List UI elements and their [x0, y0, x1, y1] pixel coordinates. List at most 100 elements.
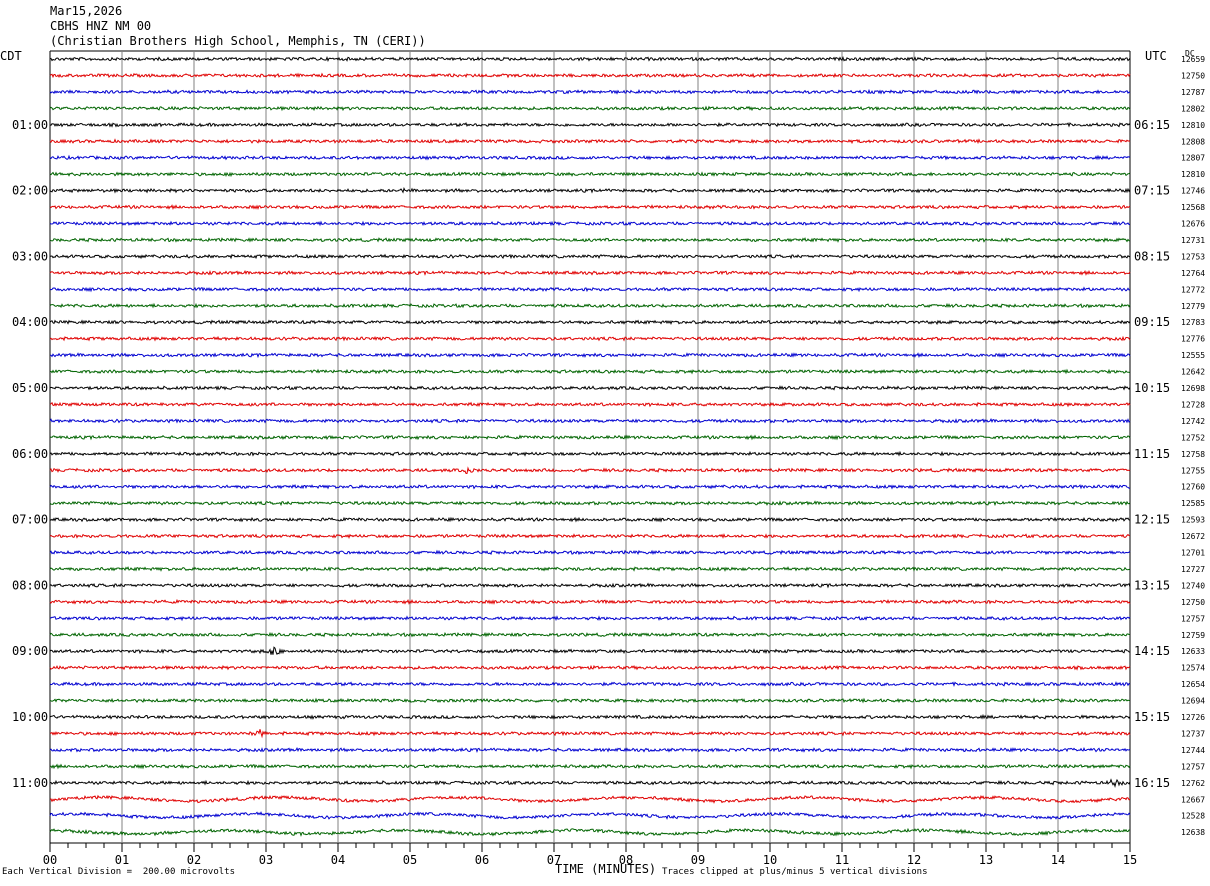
- seismic-trace: [49, 319, 1131, 326]
- header-location: (Christian Brothers High School, Memphis…: [50, 34, 426, 48]
- dc-value-label: 12783: [1181, 318, 1205, 327]
- dc-value-label: 12752: [1181, 433, 1205, 442]
- seismic-trace: [49, 368, 1131, 375]
- right-hour-label: 08:15: [1134, 249, 1170, 263]
- dc-value-label: 12737: [1181, 729, 1205, 738]
- seismic-trace: [49, 385, 1131, 391]
- x-tick-label: 12: [907, 853, 921, 867]
- seismic-trace: [49, 466, 1131, 475]
- dc-value-label: 12755: [1181, 466, 1205, 475]
- seismic-trace: [49, 88, 1131, 95]
- dc-value-label: 12726: [1181, 713, 1205, 722]
- seismic-trace: [49, 269, 1131, 276]
- dc-value-label: 12659: [1181, 55, 1205, 64]
- right-hour-label: 16:15: [1134, 776, 1170, 790]
- left-hour-label: 06:00: [12, 447, 48, 461]
- dc-value-label: 12764: [1181, 269, 1205, 278]
- right-hour-label: 10:15: [1134, 381, 1170, 395]
- dc-value-label: 12694: [1181, 697, 1205, 706]
- seismic-trace: [49, 450, 1131, 457]
- left-hour-label: 08:00: [12, 578, 48, 592]
- dc-value-label: 12698: [1181, 384, 1205, 393]
- seismic-trace: [49, 237, 1131, 243]
- seismic-trace: [49, 483, 1131, 490]
- dc-value-label: 12740: [1181, 581, 1205, 590]
- seismic-trace: [49, 729, 1131, 739]
- dc-value-label: 12727: [1181, 565, 1205, 574]
- dc-value-label: 12654: [1181, 680, 1205, 689]
- seismic-trace: [49, 401, 1131, 408]
- dc-value-label: 12676: [1181, 220, 1205, 229]
- left-hour-label: 10:00: [12, 710, 48, 724]
- right-hour-label: 09:15: [1134, 315, 1170, 329]
- left-hour-label: 02:00: [12, 184, 48, 198]
- x-tick-label: 03: [259, 853, 273, 867]
- seismic-trace: [49, 697, 1131, 704]
- x-tick-label: 11: [835, 853, 849, 867]
- dc-value-label: 12672: [1181, 532, 1205, 541]
- seismic-trace: [49, 220, 1130, 227]
- dc-value-label: 12762: [1181, 779, 1205, 788]
- dc-value-label: 12585: [1181, 499, 1205, 508]
- x-tick-label: 09: [691, 853, 705, 867]
- seismic-trace: [49, 778, 1131, 789]
- dc-column-label: DC: [1185, 49, 1195, 58]
- dc-value-label: 12731: [1181, 236, 1205, 245]
- seismic-trace: [49, 500, 1131, 507]
- dc-value-label: 12758: [1181, 450, 1205, 459]
- seismic-trace: [49, 516, 1131, 523]
- x-tick-label: 08: [619, 853, 633, 867]
- dc-value-label: 12593: [1181, 516, 1205, 525]
- dc-value-label: 12808: [1181, 137, 1205, 146]
- right-hour-label: 13:15: [1134, 578, 1170, 592]
- seismic-trace: [49, 105, 1131, 112]
- dc-value-label: 12701: [1181, 549, 1205, 558]
- seismic-trace: [49, 794, 1131, 804]
- seismic-trace: [49, 582, 1131, 589]
- dc-value-label: 12750: [1181, 71, 1205, 80]
- dc-value-label: 12772: [1181, 285, 1205, 294]
- x-tick-label: 14: [1051, 853, 1065, 867]
- left-hour-label: 04:00: [12, 315, 48, 329]
- seismic-trace: [49, 253, 1131, 260]
- dc-value-label: 12638: [1181, 828, 1205, 837]
- dc-value-label: 12667: [1181, 795, 1205, 804]
- grid-lines: [49, 50, 1131, 852]
- x-tick-label: 15: [1123, 853, 1137, 867]
- dc-value-label: 12568: [1181, 203, 1205, 212]
- dc-value-label: 12642: [1181, 368, 1205, 377]
- seismic-trace: [49, 335, 1131, 342]
- dc-value-label: 12574: [1181, 664, 1205, 673]
- x-tick-label: 05: [403, 853, 417, 867]
- left-hour-label: 09:00: [12, 644, 48, 658]
- dc-value-label: 12810: [1181, 170, 1205, 179]
- footer-clip-note: Traces clipped at plus/minus 5 vertical …: [662, 867, 928, 877]
- left-hour-label: 05:00: [12, 381, 48, 395]
- seismic-trace: [49, 763, 1131, 770]
- x-tick-label: 01: [115, 853, 129, 867]
- left-hour-label: 01:00: [12, 118, 48, 132]
- dc-value-label: 12633: [1181, 647, 1205, 656]
- right-hour-label: 14:15: [1134, 644, 1170, 658]
- dc-value-label: 12742: [1181, 417, 1205, 426]
- seismic-trace: [49, 418, 1131, 424]
- right-hour-label: 06:15: [1134, 118, 1170, 132]
- axis-labels: 00 01 02 03 04 05 06 07 08 09 10 11 12 13 14 15 12659 127…: [12, 55, 1205, 867]
- x-tick-label: 04: [331, 853, 345, 867]
- dc-value-label: 12760: [1181, 483, 1205, 492]
- seismic-trace: [49, 713, 1131, 720]
- seismic-trace: [49, 533, 1131, 540]
- seismic-trace: [49, 72, 1131, 79]
- seismic-trace: [49, 811, 1131, 820]
- seismic-trace: [49, 615, 1131, 622]
- dc-value-label: 12753: [1181, 252, 1205, 261]
- left-hour-label: 11:00: [12, 776, 48, 790]
- dc-value-label: 12757: [1181, 614, 1205, 623]
- dc-value-label: 12528: [1181, 812, 1205, 821]
- dc-value-label: 12810: [1181, 121, 1205, 130]
- seismic-trace: [49, 549, 1131, 556]
- dc-value-label: 12757: [1181, 762, 1205, 771]
- seismic-trace: [49, 122, 1131, 128]
- seismic-trace: [49, 827, 1130, 837]
- x-tick-label: 06: [475, 853, 489, 867]
